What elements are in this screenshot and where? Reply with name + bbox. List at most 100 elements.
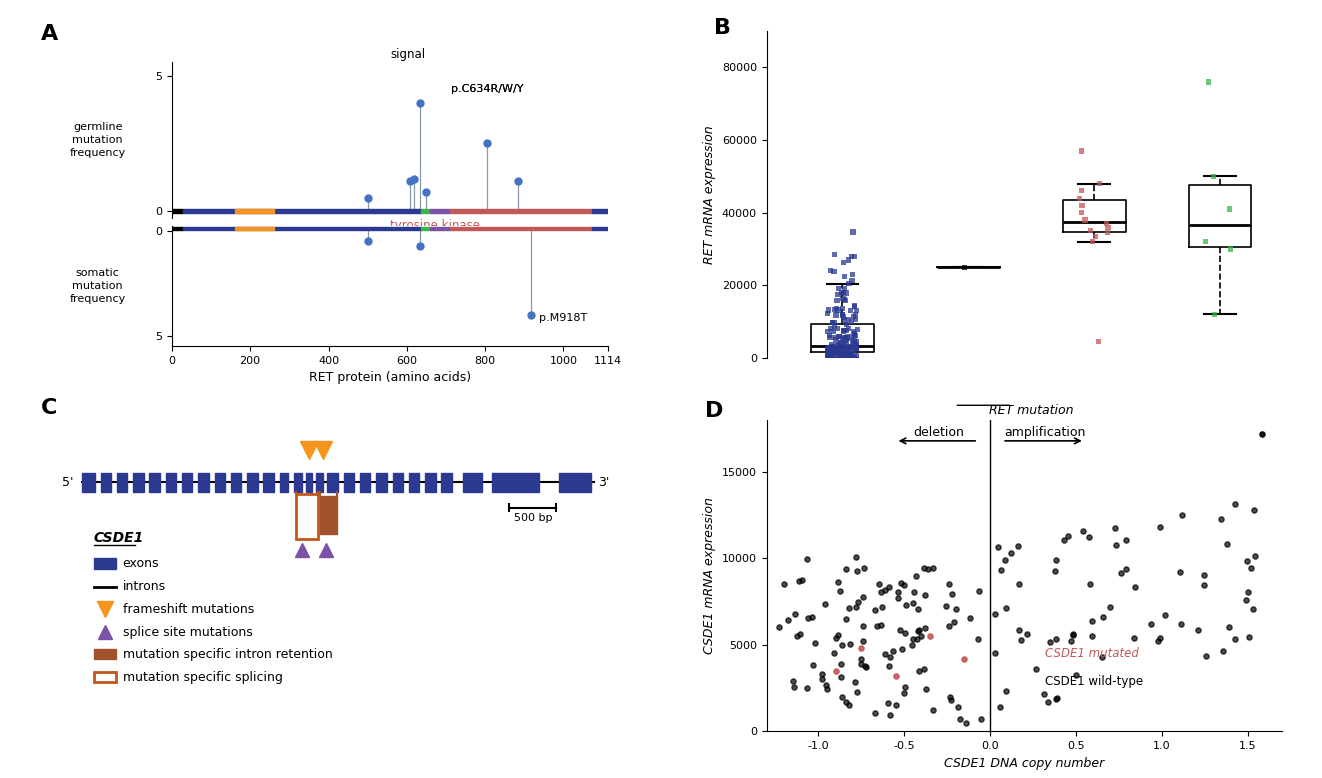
Point (887, 586, 908, 598)
Point (846, 324, 867, 336)
Point (817, 683, 838, 696)
Point (1026, 663, 1047, 675)
Point (828, 351, 849, 363)
Point (870, 619, 891, 632)
Point (1054, 534, 1075, 546)
Point (842, 352, 863, 364)
Point (826, 346, 847, 359)
Point (841, 251, 862, 263)
Point (838, 314, 859, 326)
Bar (165, 473, 176, 492)
Point (1081, 615, 1103, 627)
Point (960, 612, 981, 624)
Point (842, 268, 863, 281)
Point (903, 597, 924, 609)
Point (1170, 618, 1191, 630)
Bar (214, 473, 225, 492)
Point (907, 625, 928, 637)
Point (845, 329, 866, 342)
Bar (316, 473, 323, 492)
Point (968, 585, 989, 598)
Point (829, 351, 850, 363)
Point (1219, 621, 1240, 633)
Text: mutation specific intron retention: mutation specific intron retention (123, 648, 332, 661)
Bar (360, 473, 370, 492)
Point (1149, 521, 1170, 534)
Point (838, 254, 859, 266)
Point (833, 324, 854, 337)
Bar (172, 209, 182, 213)
Point (1039, 636, 1060, 648)
Point (824, 320, 845, 332)
Point (1085, 230, 1107, 243)
Text: -: - (839, 456, 845, 471)
Point (846, 340, 867, 352)
Point (878, 696, 899, 709)
Point (1224, 498, 1245, 510)
Point (812, 673, 833, 685)
Text: transmembrane: transmembrane (390, 151, 485, 164)
Point (836, 562, 857, 575)
Point (891, 577, 912, 590)
Point (834, 350, 855, 363)
Point (829, 331, 850, 343)
Point (1046, 633, 1067, 646)
Point (824, 248, 845, 261)
Point (906, 569, 927, 582)
Point (829, 350, 850, 363)
Point (824, 647, 845, 659)
Point (837, 331, 858, 344)
Point (941, 587, 962, 600)
Point (853, 591, 874, 603)
Point (838, 322, 859, 335)
Bar (100, 473, 111, 492)
Point (1047, 692, 1068, 704)
Point (833, 310, 854, 323)
Point (845, 342, 866, 354)
Point (1147, 635, 1169, 647)
Point (828, 629, 849, 641)
Text: 3': 3' (599, 476, 609, 489)
Point (816, 678, 837, 691)
Point (954, 653, 976, 665)
Point (817, 342, 838, 355)
Text: splice site mutations: splice site mutations (123, 626, 253, 639)
Point (1140, 618, 1161, 630)
Point (830, 336, 851, 349)
Text: +: + (962, 429, 974, 445)
Text: somatic
mutation
frequency: somatic mutation frequency (70, 268, 126, 304)
Point (1007, 540, 1029, 552)
Bar (134, 473, 144, 492)
Point (948, 701, 969, 713)
Point (873, 601, 894, 613)
Point (834, 270, 855, 282)
Point (1081, 629, 1103, 642)
Point (817, 345, 838, 358)
Point (915, 683, 936, 696)
Point (1034, 688, 1055, 700)
Bar (172, 227, 182, 230)
Bar (295, 473, 301, 492)
Point (839, 351, 861, 363)
Point (838, 349, 859, 362)
Point (1220, 243, 1241, 255)
Point (910, 630, 931, 643)
Point (1001, 547, 1022, 559)
Point (834, 282, 855, 295)
Point (904, 586, 925, 598)
Point (839, 349, 861, 361)
Point (1089, 177, 1110, 190)
Point (954, 261, 976, 273)
Point (802, 658, 824, 671)
X-axis label: RET protein (amino acids): RET protein (amino acids) (309, 371, 471, 384)
Point (865, 707, 886, 720)
Point (1150, 632, 1171, 644)
Point (839, 349, 861, 362)
Bar (492, 473, 538, 492)
Point (945, 603, 966, 615)
Point (994, 553, 1015, 566)
Bar (231, 473, 242, 492)
Point (832, 308, 853, 321)
Point (1044, 564, 1066, 576)
Point (894, 686, 915, 699)
